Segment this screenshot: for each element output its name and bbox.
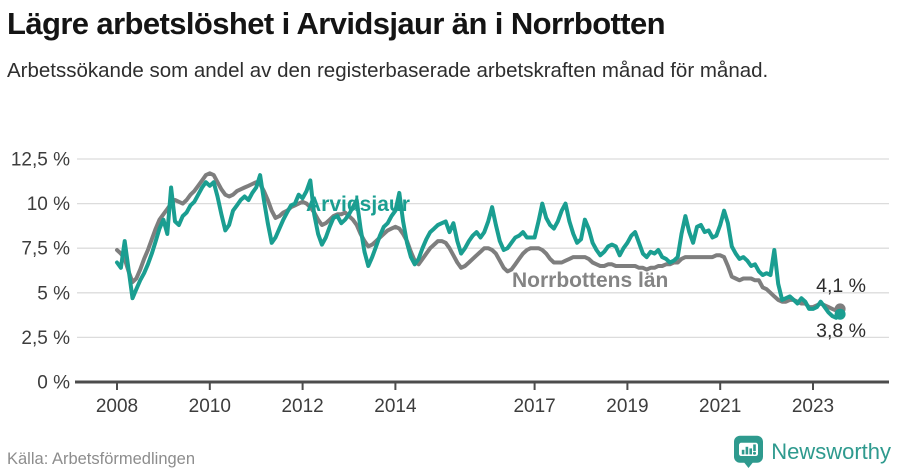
chart-title: Lägre arbetslöshet i Arvidsjaur än i Nor… [7,6,666,41]
y-tick-label: 10 % [27,194,70,215]
arvidsjaur-label: Arvidsjaur [306,193,410,216]
end-value-label-norrbotten: 4,1 % [816,275,866,297]
newsworthy-wordmark: Newsworthy [771,438,891,464]
end-value-label-arvidsjaur: 3,8 % [816,320,866,342]
newsworthy-logo: Newsworthy [733,435,891,468]
x-tick-label: 2017 [513,396,555,417]
y-tick-label: 0 % [37,373,70,394]
y-tick-label: 7,5 % [21,239,70,260]
source-note: Källa: Arbetsförmedlingen [7,450,196,468]
y-tick-label: 2,5 % [21,328,70,349]
newsworthy-bar-chart-pin-icon [734,435,764,468]
series-line-arvidsjaur [115,173,843,320]
x-tick-label: 2014 [374,396,417,417]
y-tick-label: 5 % [37,283,70,304]
x-tick-label: 2023 [792,396,834,417]
norrbotten-label: Norrbottens län [512,269,668,292]
x-tick-label: 2010 [189,396,231,417]
series-line-norrbotten [115,171,843,313]
x-tick-label: 2021 [699,396,741,417]
x-tick-label: 2019 [606,396,648,417]
chart-subtitle: Arbetssökande som andel av den registerb… [7,59,769,82]
series-end-dot-arvidsjaur [834,308,846,320]
x-tick-label: 2008 [96,396,138,417]
y-tick-label: 12,5 % [11,150,70,171]
x-tick-label: 2012 [281,396,323,417]
